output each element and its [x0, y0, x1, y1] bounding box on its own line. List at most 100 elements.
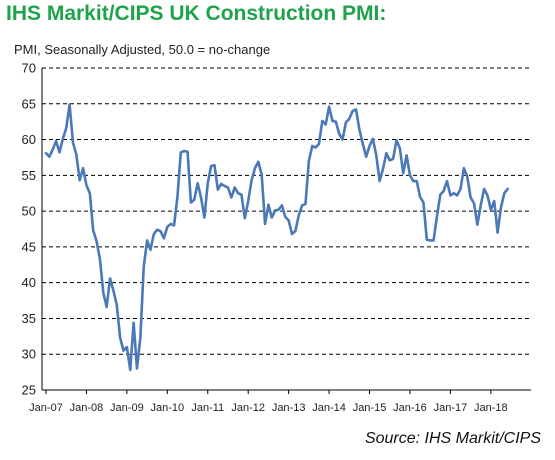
data-point	[294, 230, 296, 232]
data-point	[395, 139, 397, 141]
data-point	[274, 209, 276, 211]
data-point	[213, 164, 215, 166]
data-point	[442, 190, 444, 192]
data-point	[109, 277, 111, 279]
data-point	[321, 120, 323, 122]
data-point	[476, 224, 478, 226]
data-point	[503, 192, 505, 194]
x-tick-labels: Jan-07 Jan-08 Jan-09 Jan-10 Jan-11 Jan-12 Jan-…	[29, 402, 507, 414]
data-point	[99, 258, 101, 260]
data-point	[119, 337, 121, 339]
chart-title: IHS Markit/CIPS UK Construction PMI:	[6, 2, 387, 25]
chart-subtitle: PMI, Seasonally Adjusted, 50.0 = no-chan…	[14, 42, 271, 57]
data-point	[52, 148, 54, 150]
data-point	[375, 154, 377, 156]
data-point	[116, 304, 118, 306]
data-point	[459, 188, 461, 190]
data-point	[176, 196, 178, 198]
y-tick-label: 60	[22, 132, 36, 147]
data-point	[244, 217, 246, 219]
x-tick-label: Jan-17	[434, 402, 468, 414]
data-point	[287, 219, 289, 221]
data-point	[48, 156, 50, 158]
data-point	[149, 249, 151, 251]
data-point	[345, 121, 347, 123]
data-point	[102, 291, 104, 293]
data-point	[490, 208, 492, 210]
x-tick-label: Jan-18	[474, 402, 508, 414]
data-point	[129, 369, 131, 371]
data-point	[429, 239, 431, 241]
data-point	[378, 180, 380, 182]
data-point	[486, 194, 488, 196]
data-point	[153, 233, 155, 235]
data-point	[335, 120, 337, 122]
data-point	[234, 186, 236, 188]
data-point	[267, 203, 269, 205]
data-point	[402, 172, 404, 174]
data-point	[446, 180, 448, 182]
data-point	[314, 146, 316, 148]
data-point	[496, 231, 498, 233]
x-tick-label: Jan-15	[353, 402, 387, 414]
data-point	[58, 151, 60, 153]
data-point	[139, 337, 141, 339]
data-point	[82, 167, 84, 169]
data-point	[318, 143, 320, 145]
data-point	[368, 145, 370, 147]
data-point	[112, 289, 114, 291]
x-tick-label: Jan-16	[393, 402, 427, 414]
x-tick-label: Jan-13	[272, 402, 306, 414]
data-point	[92, 229, 94, 231]
data-point	[200, 196, 202, 198]
data-point	[506, 188, 508, 190]
data-point	[79, 179, 81, 181]
data-point	[105, 306, 107, 308]
data-point	[264, 223, 266, 225]
data-point	[186, 151, 188, 153]
data-point	[493, 200, 495, 202]
data-point	[409, 174, 411, 176]
data-point	[207, 182, 209, 184]
grid-lines	[42, 67, 531, 355]
data-point	[257, 161, 259, 163]
data-point	[95, 240, 97, 242]
data-point	[351, 110, 353, 112]
source-note: Source: IHS Markit/CIPS	[364, 430, 541, 447]
data-point	[156, 229, 158, 231]
data-point	[473, 202, 475, 204]
data-point	[55, 140, 57, 142]
data-point	[196, 182, 198, 184]
x-tick-label: Jan-14	[312, 402, 346, 414]
x-tick-label: Jan-11	[191, 402, 224, 414]
data-point	[217, 188, 219, 190]
y-tick-label: 45	[22, 239, 36, 254]
data-point	[348, 118, 350, 120]
data-point	[453, 192, 455, 194]
data-point	[456, 194, 458, 196]
data-point	[183, 150, 185, 152]
data-point	[362, 143, 364, 145]
y-tick-label: 40	[22, 275, 36, 290]
data-point	[328, 105, 330, 107]
x-tick-label: Jan-12	[231, 402, 265, 414]
data-point	[240, 193, 242, 195]
data-point	[143, 266, 145, 268]
series-line	[44, 103, 509, 372]
data-point	[89, 192, 91, 194]
y-tick-label: 35	[22, 311, 36, 326]
data-point	[62, 138, 64, 140]
data-point	[122, 349, 124, 351]
data-point	[311, 145, 313, 147]
data-point	[173, 224, 175, 226]
data-point	[237, 192, 239, 194]
data-point	[68, 103, 70, 105]
data-point	[163, 237, 165, 239]
data-point	[422, 201, 424, 203]
data-point	[405, 154, 407, 156]
data-point	[304, 203, 306, 205]
data-point	[419, 196, 421, 198]
data-point	[358, 128, 360, 130]
data-point	[72, 141, 74, 143]
